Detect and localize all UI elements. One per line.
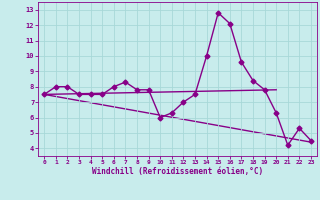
X-axis label: Windchill (Refroidissement éolien,°C): Windchill (Refroidissement éolien,°C) bbox=[92, 167, 263, 176]
